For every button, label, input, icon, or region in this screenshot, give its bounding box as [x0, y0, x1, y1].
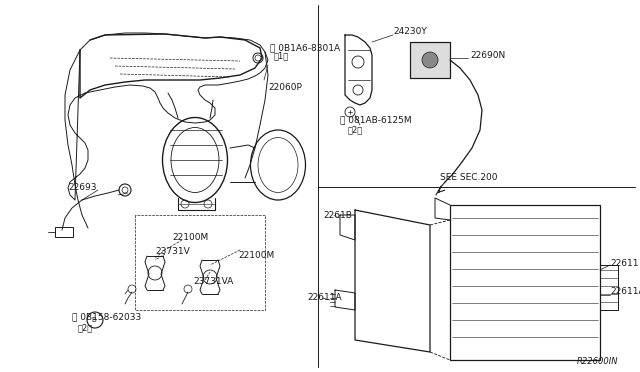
Bar	[410, 42, 450, 78]
Text: 23731VA: 23731VA	[193, 278, 233, 286]
Text: Ⓐ 081AB-6125M: Ⓐ 081AB-6125M	[340, 115, 412, 125]
Text: 22611A: 22611A	[307, 292, 342, 301]
Text: 22060P: 22060P	[268, 83, 302, 93]
Text: 22100M: 22100M	[172, 234, 208, 243]
Text: 23731V: 23731V	[155, 247, 189, 257]
Text: 2261B: 2261B	[323, 211, 352, 219]
Text: B: B	[92, 317, 97, 323]
Text: 22611A: 22611A	[610, 288, 640, 296]
Text: SEE SEC.200: SEE SEC.200	[440, 173, 497, 182]
Text: 〈2〉: 〈2〉	[78, 324, 93, 333]
Text: （2）: （2）	[348, 125, 364, 135]
Text: Ⓑ 0B1A6-8301A: Ⓑ 0B1A6-8301A	[270, 44, 340, 52]
Text: 22611: 22611	[610, 259, 639, 267]
Text: 22100M: 22100M	[238, 250, 275, 260]
Circle shape	[422, 52, 438, 68]
Bar	[55, 227, 73, 237]
Bar	[450, 205, 600, 360]
Text: （1）: （1）	[274, 51, 289, 61]
Bar	[410, 42, 450, 78]
Text: R22600IN: R22600IN	[577, 357, 618, 366]
Text: 24230Y: 24230Y	[393, 28, 427, 36]
Text: 22693: 22693	[68, 183, 97, 192]
Text: Ⓑ 0B158-62033: Ⓑ 0B158-62033	[72, 312, 141, 321]
Text: 22690N: 22690N	[470, 51, 505, 60]
